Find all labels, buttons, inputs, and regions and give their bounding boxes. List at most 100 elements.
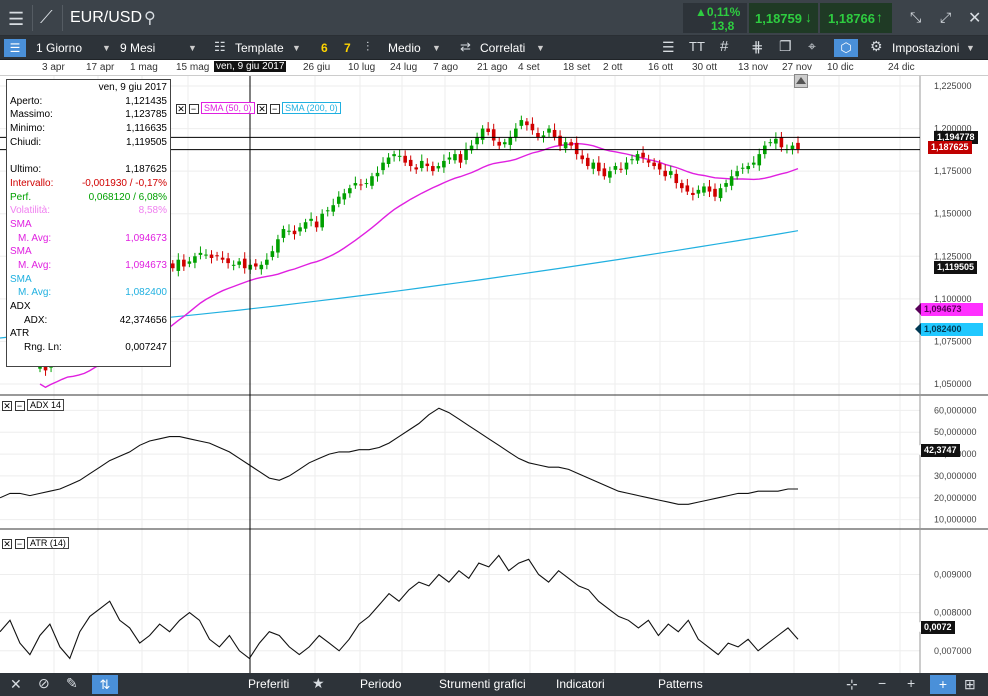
close-icon[interactable]: ✕	[2, 538, 12, 549]
scroll-end-marker[interactable]	[794, 74, 808, 88]
list-icon[interactable]: ☰	[662, 39, 675, 55]
menu-icon[interactable]: ☰	[8, 9, 25, 29]
zoom-in-icon[interactable]: +	[907, 675, 916, 691]
preset-7-button[interactable]: 7	[344, 41, 351, 55]
no-draw-icon[interactable]: ⊘	[38, 675, 50, 691]
candle-body	[176, 259, 181, 271]
close-icon[interactable]: ✕	[968, 10, 982, 27]
indicators-button[interactable]: Indicatori	[556, 677, 605, 691]
candle-body	[502, 142, 507, 145]
sma3-label: SMA	[10, 273, 32, 285]
candle-body	[480, 128, 485, 140]
expand-icon[interactable]: ⤢	[940, 9, 952, 25]
template-icon[interactable]: ☷	[214, 39, 226, 54]
candle-body	[652, 162, 656, 167]
close-icon[interactable]: ✕	[176, 103, 186, 114]
buy-button[interactable]: 1,18766 ↑	[820, 3, 892, 33]
minimize-icon[interactable]: −	[14, 400, 25, 411]
zoom-out-icon[interactable]: −	[878, 675, 887, 691]
range-chevron-down-icon[interactable]: ▼	[188, 43, 197, 53]
chart-line-icon[interactable]: ⟋	[40, 7, 53, 27]
perf-value: 0,068120 / 6,08%	[88, 191, 167, 203]
high-value: 1,123785	[125, 109, 167, 121]
volatility-label: Volatilità:	[10, 205, 51, 217]
settings-button[interactable]: Impostazioni	[892, 41, 960, 55]
candle-body	[552, 129, 557, 138]
candle-body	[619, 168, 623, 170]
candle-body	[303, 222, 308, 229]
close-icon[interactable]: ✕	[2, 400, 12, 411]
panel-toggle-icon[interactable]: ☰	[4, 39, 26, 57]
atr-axis-label: 0,008000	[934, 608, 972, 618]
chart-type-select[interactable]: Medio	[388, 41, 421, 55]
search-icon[interactable]: ⚲	[144, 10, 156, 27]
atr-axis-label: 0,009000	[934, 570, 972, 580]
candlestick-icon[interactable]: ⫶	[366, 39, 370, 54]
close-icon[interactable]: ✕	[10, 676, 22, 692]
text-size-icon[interactable]: TT	[689, 39, 705, 54]
pencil-icon[interactable]: ✎	[66, 675, 78, 691]
collapse-icon[interactable]: ⤡	[910, 9, 922, 25]
candle-body	[751, 162, 756, 165]
candle-body	[713, 188, 717, 197]
candle-body	[309, 218, 313, 221]
range-select[interactable]: 9 Mesi	[120, 41, 156, 55]
candle-body	[724, 183, 728, 187]
candle-body	[569, 142, 573, 146]
minimize-icon[interactable]: −	[14, 538, 25, 549]
related-select[interactable]: Correlati	[480, 41, 526, 55]
buy-arrow-icon: ↑	[876, 9, 883, 25]
related-chevron-down-icon[interactable]: ▼	[536, 43, 545, 53]
price-axis-label: 1,050000	[934, 379, 972, 389]
grid-icon[interactable]: #	[720, 38, 729, 55]
atr-title: ATR (14)	[27, 537, 69, 549]
interval-chevron-down-icon[interactable]: ▼	[102, 43, 111, 53]
expand-panel-icon[interactable]: ⊞	[964, 676, 976, 692]
candle-body	[779, 137, 784, 148]
sell-button[interactable]: 1,18759 ↓	[749, 3, 818, 33]
drawing-tools-button[interactable]: Strumenti grafici	[439, 677, 526, 691]
atr-value-tag: 0,0072	[915, 621, 955, 634]
move-icon[interactable]: ⇅	[92, 675, 118, 694]
chart-type-chevron-down-icon[interactable]: ▼	[432, 43, 441, 53]
minimize-icon[interactable]: −	[269, 103, 280, 114]
candle-body	[182, 259, 186, 267]
patterns-button[interactable]: Patterns	[658, 677, 703, 691]
candle-body	[265, 259, 269, 265]
interval-select[interactable]: 1 Giorno	[36, 41, 83, 55]
minimize-icon[interactable]: −	[188, 103, 199, 114]
crosshair-toggle-icon[interactable]: +	[930, 675, 956, 694]
preset-6-button[interactable]: 6	[321, 41, 328, 55]
candle-body	[740, 167, 745, 169]
gear-icon[interactable]: ⚙	[870, 38, 883, 54]
sma1-avg-label: M. Avg:	[18, 232, 52, 244]
period-button[interactable]: Periodo	[360, 677, 402, 691]
high-label: Massimo:	[10, 109, 53, 121]
candle-body	[431, 166, 435, 172]
adx-sub-label: ADX:	[24, 314, 48, 326]
fit-icon[interactable]: ⊹	[846, 676, 858, 692]
tag-icon[interactable]: ⬡	[834, 39, 858, 57]
windows-icon[interactable]: ❐	[779, 38, 792, 54]
template-chevron-down-icon[interactable]: ▼	[292, 43, 301, 53]
star-icon[interactable]: ★	[312, 675, 325, 691]
related-icon[interactable]: ⇄	[460, 39, 471, 54]
candle-body	[381, 162, 385, 171]
date-axis-label: 1 mag	[130, 62, 158, 73]
crosshair-icon[interactable]: ⌖	[808, 38, 816, 54]
candle-body	[497, 141, 502, 146]
candle-body	[270, 251, 275, 257]
settings-chevron-down-icon[interactable]: ▼	[966, 43, 975, 53]
favorites-button[interactable]: Preferiti	[248, 677, 290, 691]
range-value: -0,001930 / -0,17%	[81, 177, 167, 189]
template-select[interactable]: Template	[235, 41, 284, 55]
close-icon[interactable]: ✕	[257, 103, 268, 114]
candle-body	[580, 155, 585, 160]
sma1-value: 1,094673	[125, 232, 167, 244]
candle-body	[253, 263, 258, 267]
crosshair-grid-icon[interactable]: ⋕	[751, 39, 764, 56]
buy-price: 1,18766	[828, 11, 875, 26]
candle-body	[320, 213, 324, 228]
candle-body	[563, 142, 568, 149]
candle-body	[519, 120, 524, 126]
